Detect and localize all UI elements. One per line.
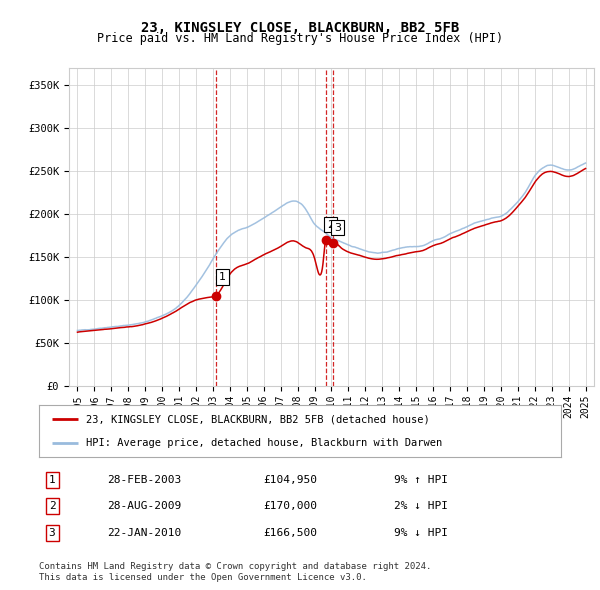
Text: £170,000: £170,000 [263,501,317,511]
Text: 2% ↓ HPI: 2% ↓ HPI [394,501,448,511]
Text: 3: 3 [49,528,55,538]
Text: 28-AUG-2009: 28-AUG-2009 [107,501,181,511]
Text: Price paid vs. HM Land Registry's House Price Index (HPI): Price paid vs. HM Land Registry's House … [97,32,503,45]
Text: 9% ↓ HPI: 9% ↓ HPI [394,528,448,538]
Text: 28-FEB-2003: 28-FEB-2003 [107,476,181,485]
Text: £166,500: £166,500 [263,528,317,538]
Text: 23, KINGSLEY CLOSE, BLACKBURN, BB2 5FB: 23, KINGSLEY CLOSE, BLACKBURN, BB2 5FB [141,21,459,35]
Text: £104,950: £104,950 [263,476,317,485]
Text: 1: 1 [49,476,55,485]
Text: 22-JAN-2010: 22-JAN-2010 [107,528,181,538]
Text: 1: 1 [219,272,226,282]
Text: 3: 3 [334,222,341,232]
Text: HPI: Average price, detached house, Blackburn with Darwen: HPI: Average price, detached house, Blac… [86,438,442,448]
Text: This data is licensed under the Open Government Licence v3.0.: This data is licensed under the Open Gov… [39,573,367,582]
Text: 2: 2 [49,501,55,511]
Text: 23, KINGSLEY CLOSE, BLACKBURN, BB2 5FB (detached house): 23, KINGSLEY CLOSE, BLACKBURN, BB2 5FB (… [86,414,430,424]
Text: Contains HM Land Registry data © Crown copyright and database right 2024.: Contains HM Land Registry data © Crown c… [39,562,431,571]
Text: 9% ↑ HPI: 9% ↑ HPI [394,476,448,485]
Text: 2: 2 [327,219,334,230]
